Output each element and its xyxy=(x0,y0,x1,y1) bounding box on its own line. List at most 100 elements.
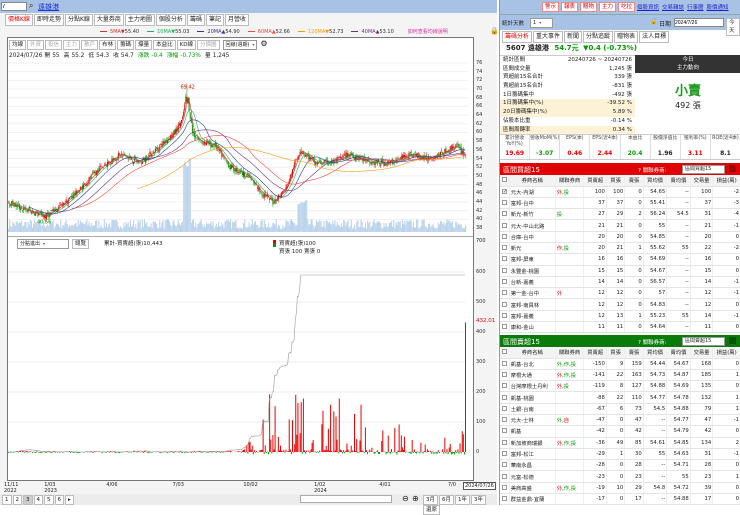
column-header[interactable]: 賣張 xyxy=(625,175,643,186)
row-checkbox[interactable] xyxy=(500,437,509,448)
right-tab-3[interactable]: 分點追蹤 xyxy=(583,31,613,43)
alert-button-2[interactable]: 贈物 xyxy=(580,2,597,12)
column-header[interactable]: 賣均價 xyxy=(667,175,691,186)
row-checkbox[interactable] xyxy=(500,448,509,459)
broker-name[interactable]: 新加坡商瑞銀 xyxy=(509,437,555,448)
right-tab-0[interactable]: 籌碼分析 xyxy=(502,31,532,43)
broker-name[interactable]: 凱基-台北 xyxy=(509,358,555,369)
column-header[interactable]: 交易量 xyxy=(690,175,713,186)
page-button-1[interactable]: 1 xyxy=(2,495,12,505)
page-button-5[interactable]: 5 xyxy=(44,495,54,505)
column-header[interactable]: 買均價 xyxy=(643,347,667,358)
row-checkbox[interactable] xyxy=(500,369,509,380)
row-checkbox[interactable] xyxy=(500,392,509,403)
range-button-1[interactable]: 6月 xyxy=(439,495,454,505)
page-button-6[interactable]: 6 xyxy=(55,495,65,505)
column-header[interactable]: 買均價 xyxy=(643,175,667,186)
alert-button-1[interactable]: 報表 xyxy=(561,2,578,12)
broker-name[interactable]: 美商高盛 xyxy=(509,482,555,493)
row-checkbox[interactable] xyxy=(500,494,509,505)
reset-button[interactable]: 還原 xyxy=(423,505,440,515)
alert-button-0[interactable]: 警示 xyxy=(542,2,559,12)
column-header[interactable]: 損益(萬) xyxy=(713,175,740,186)
column-header[interactable]: 券商名稱 xyxy=(509,347,555,358)
page-button-4[interactable]: 4 xyxy=(34,495,44,505)
grid-icon[interactable] xyxy=(729,165,736,172)
column-header[interactable]: 買賣超 xyxy=(584,347,607,358)
row-checkbox[interactable] xyxy=(500,381,509,392)
range-input[interactable] xyxy=(300,495,392,503)
broker-name[interactable]: 元大-士林 xyxy=(509,414,555,425)
select-all-checkbox[interactable] xyxy=(500,347,509,358)
header-link-1[interactable]: 交易雜誌 xyxy=(662,5,684,11)
zoom-in-icon[interactable]: ⊕ xyxy=(412,494,419,503)
broker-name[interactable]: 富邦-南員林 xyxy=(509,299,555,310)
broker-name[interactable]: 新光-新竹 xyxy=(509,209,555,220)
broker-name[interactable]: 元大-內湖 xyxy=(509,186,555,197)
broker-name[interactable]: 合庫-台中 xyxy=(509,231,555,242)
row-checkbox[interactable] xyxy=(500,220,509,231)
row-checkbox[interactable] xyxy=(500,231,509,242)
broker-name[interactable]: 台新-嘉義 xyxy=(509,276,555,287)
row-checkbox[interactable] xyxy=(500,242,509,253)
column-header[interactable]: 買張 xyxy=(606,347,624,358)
row-checkbox[interactable] xyxy=(500,209,509,220)
sell-rel-select[interactable]: 區間賣超15 xyxy=(682,337,725,346)
date-input[interactable] xyxy=(674,18,724,27)
broker-name[interactable]: 富邦-屏東 xyxy=(509,254,555,265)
row-checkbox[interactable] xyxy=(500,414,509,425)
broker-name[interactable]: 凱基 xyxy=(509,426,555,437)
broker-name[interactable]: 康和-金山 xyxy=(509,322,555,333)
row-checkbox[interactable] xyxy=(500,482,509,493)
row-checkbox[interactable] xyxy=(500,426,509,437)
range-button-2[interactable]: 1年 xyxy=(455,495,470,505)
zoom-out-icon[interactable]: ⊖ xyxy=(402,494,409,503)
page-more-button[interactable]: ▸ xyxy=(65,495,74,505)
row-checkbox[interactable]: ✓ xyxy=(500,186,509,197)
row-checkbox[interactable] xyxy=(500,254,509,265)
row-checkbox[interactable] xyxy=(500,403,509,414)
broker-name[interactable]: 華南永昌 xyxy=(509,460,555,471)
header-link-3[interactable]: 股價通知 xyxy=(707,5,729,11)
broker-name[interactable]: 元富-松德 xyxy=(509,471,555,482)
row-checkbox[interactable] xyxy=(500,197,509,208)
header-link-2[interactable]: 行事曆 xyxy=(687,5,704,11)
broker-name[interactable]: 元大-中山北路 xyxy=(509,220,555,231)
column-header[interactable]: 關聯券商 xyxy=(555,347,584,358)
row-checkbox[interactable] xyxy=(500,322,509,333)
broker-name[interactable]: 台灣摩根士丹利 xyxy=(509,381,555,392)
flow-chart[interactable] xyxy=(0,0,497,505)
broker-name[interactable]: 新光 xyxy=(509,242,555,253)
right-tab-2[interactable]: 新聞 xyxy=(564,31,582,43)
right-tab-5[interactable]: 法人目標 xyxy=(639,31,669,43)
column-header[interactable]: 交易量 xyxy=(690,347,713,358)
days-select[interactable]: 1▾ xyxy=(530,18,553,28)
buy-rel-select[interactable]: 區間買超15 xyxy=(682,165,725,174)
column-header[interactable]: 買張 xyxy=(606,175,624,186)
grid-icon[interactable] xyxy=(729,337,736,344)
broker-name[interactable]: 富邦-嘉義 xyxy=(509,310,555,321)
alert-button-3[interactable]: 主力 xyxy=(599,2,616,12)
